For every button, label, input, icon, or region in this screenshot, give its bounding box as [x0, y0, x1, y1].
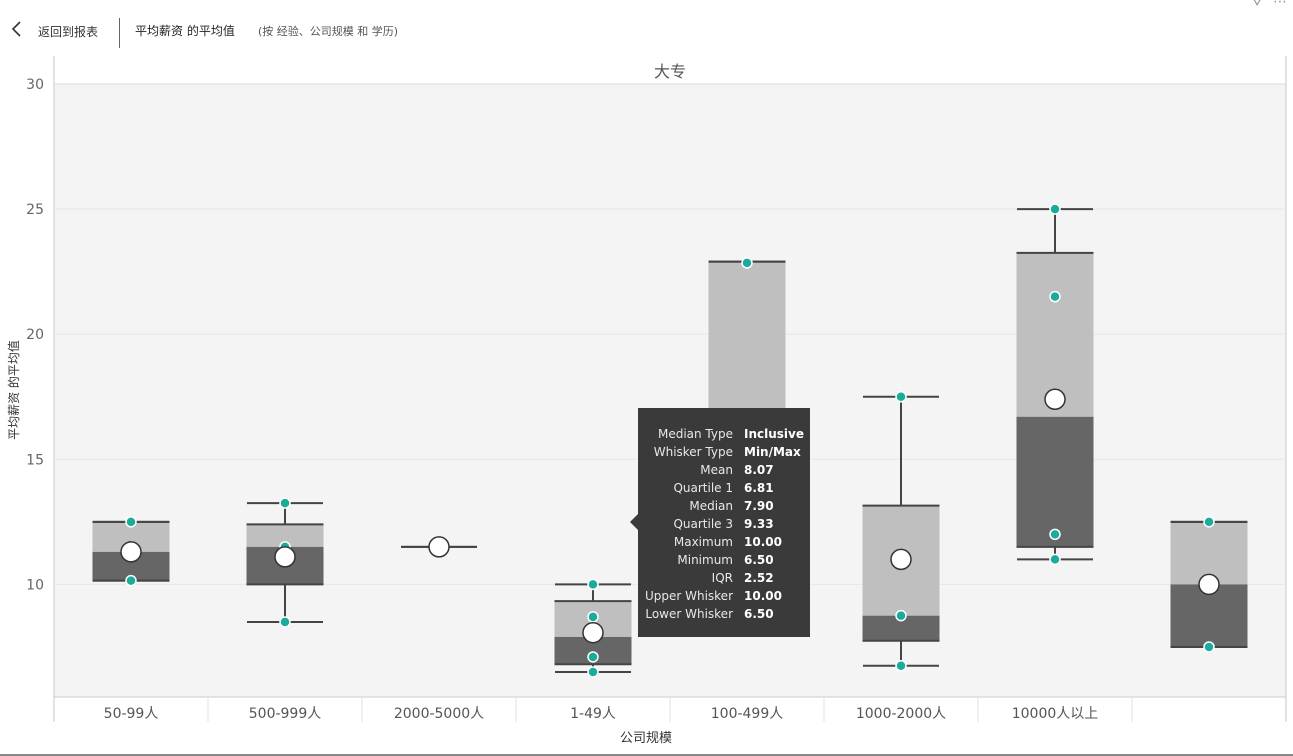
tooltip-label: Maximum: [674, 535, 733, 549]
data-point: [279, 616, 291, 628]
divider: [119, 18, 120, 48]
tooltip-box: [638, 408, 810, 637]
tooltip-label: Quartile 1: [673, 481, 733, 495]
mean-marker: [582, 621, 604, 644]
box-upper-half: [246, 524, 324, 547]
bottom-border: [0, 754, 1293, 756]
x-axis-title: 公司规模: [620, 731, 672, 746]
data-point: [895, 391, 907, 403]
y-tick-label: 30: [26, 77, 44, 93]
data-point: [125, 516, 137, 528]
mean-marker: [428, 536, 450, 558]
tooltip-value: 2.52: [744, 571, 774, 585]
back-to-report-button[interactable]: 返回到报表: [10, 20, 98, 42]
tooltip-label: IQR: [712, 571, 733, 585]
tooltip-value: 6.81: [744, 481, 774, 495]
data-point: [1049, 290, 1061, 303]
tooltip-label: Median: [689, 499, 733, 513]
data-point: [1203, 516, 1215, 528]
data-point: [587, 578, 599, 591]
mean-marker: [1044, 388, 1066, 411]
data-point: [587, 666, 599, 678]
tooltip-value: 9.33: [744, 517, 774, 531]
mean-marker: [890, 548, 912, 571]
tooltip-value: 6.50: [744, 607, 774, 621]
x-tick-label: 100-499人: [711, 706, 784, 722]
tooltip-label: Upper Whisker: [645, 589, 733, 603]
visual-subtitle: (按 经验、公司规模 和 学历): [258, 25, 399, 38]
chevron-left-icon: [10, 20, 24, 42]
facet-title: 大专: [654, 62, 686, 81]
data-point: [1049, 203, 1061, 215]
more-options-icon[interactable]: ⋯: [1273, 0, 1287, 10]
tooltip-value: Inclusive: [744, 427, 804, 441]
data-point: [895, 609, 907, 622]
y-axis-title: 平均薪资 的平均值: [6, 340, 21, 440]
mean-marker: [1198, 573, 1220, 596]
box-lower-half: [1016, 416, 1094, 547]
x-tick-label: 50-99人: [104, 706, 159, 722]
data-point: [1049, 553, 1061, 566]
data-point: [279, 497, 291, 509]
data-point: [895, 659, 907, 672]
filter-icon[interactable]: ⛛: [1251, 0, 1263, 10]
data-point: [587, 611, 599, 623]
y-tick-label: 15: [26, 452, 44, 468]
data-point: [741, 257, 753, 269]
tooltip-value: 7.90: [744, 499, 774, 513]
y-tick-label: 25: [26, 202, 44, 218]
visual-title: 平均薪资 的平均值: [135, 24, 235, 38]
mean-marker: [120, 541, 142, 563]
mean-marker: [274, 546, 296, 568]
data-point: [125, 574, 137, 587]
tooltip-value: 10.00: [744, 589, 782, 603]
y-tick-label: 10: [26, 577, 44, 593]
tooltip-value: 10.00: [744, 535, 782, 549]
x-tick-label: 10000人以上: [1012, 706, 1099, 722]
x-tick-label: 2000-5000人: [394, 706, 484, 722]
data-point: [1049, 528, 1061, 541]
y-tick-label: 20: [26, 327, 44, 343]
tooltip-label: Median Type: [658, 427, 733, 441]
tooltip-label: Mean: [700, 463, 733, 477]
tooltip-value: 8.07: [744, 463, 774, 477]
box-upper-half: [708, 261, 786, 420]
data-point: [587, 651, 599, 663]
top-bar: 返回到报表 平均薪资 的平均值 (按 经验、公司规模 和 学历) ⛛ ⋯: [0, 0, 1293, 56]
back-label: 返回到报表: [38, 24, 99, 39]
tooltip-label: Lower Whisker: [645, 607, 733, 621]
x-tick-label: 500-999人: [249, 706, 322, 722]
tooltip-label: Quartile 3: [673, 517, 733, 531]
tooltip-value: 6.50: [744, 553, 774, 567]
x-tick-label: 1000-2000人: [856, 706, 946, 722]
x-tick-label: 1-49人: [570, 706, 616, 722]
data-point: [1203, 641, 1215, 653]
visual-header-icons: ⛛ ⋯: [1251, 0, 1287, 10]
tooltip-label: Minimum: [677, 553, 733, 567]
tooltip-label: Whisker Type: [654, 445, 733, 459]
tooltip-pointer: [630, 514, 638, 530]
tooltip-value: Min/Max: [744, 445, 801, 459]
